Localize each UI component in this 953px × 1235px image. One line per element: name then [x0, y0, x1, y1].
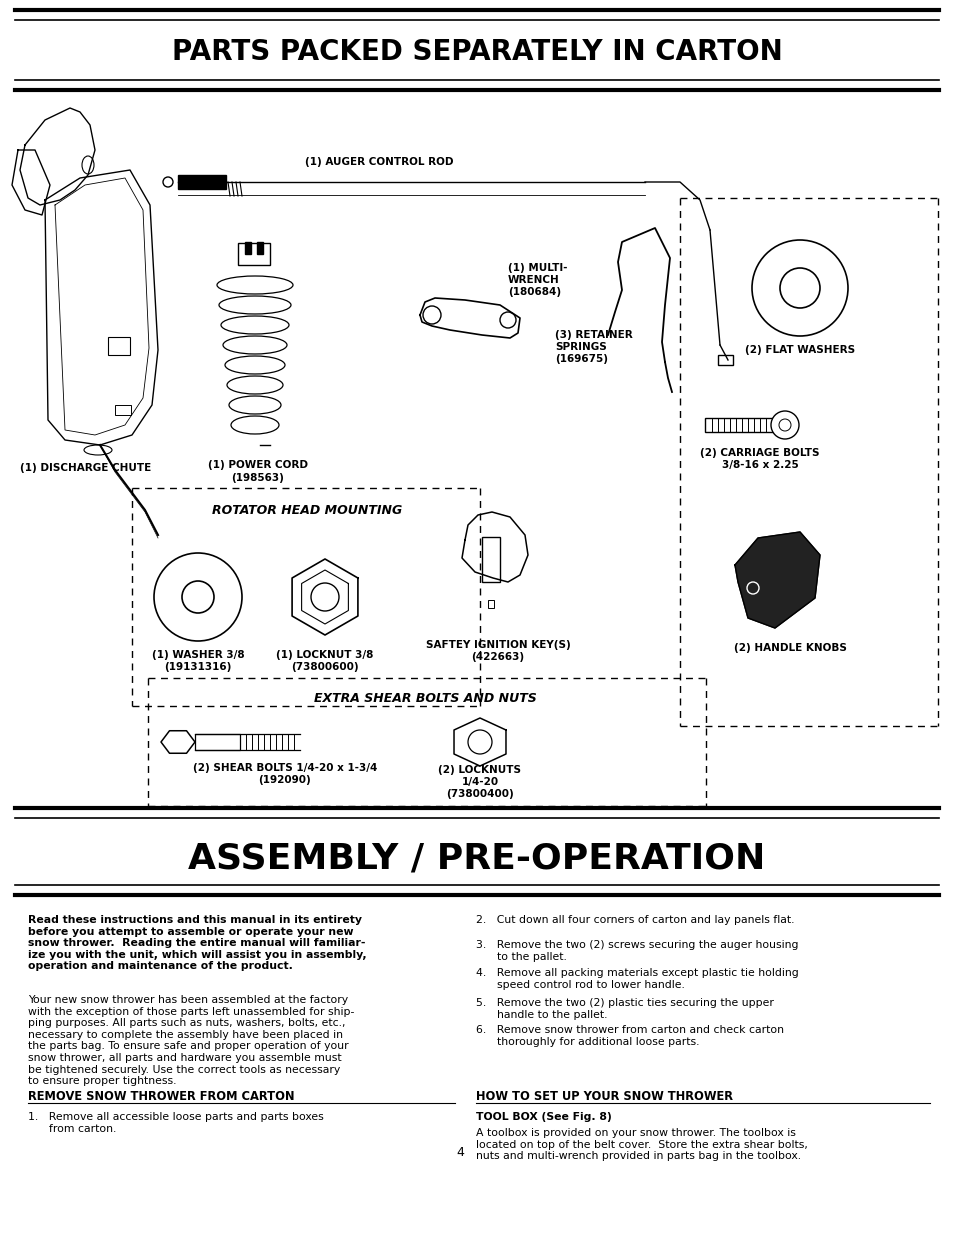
Text: 4.   Remove all packing materials except plastic tie holding
      speed control: 4. Remove all packing materials except p… [476, 968, 798, 989]
Text: (19131316): (19131316) [164, 662, 232, 672]
Ellipse shape [84, 445, 112, 454]
Polygon shape [454, 718, 505, 766]
Text: (73800600): (73800600) [291, 662, 358, 672]
Text: (1) LOCKNUT 3/8: (1) LOCKNUT 3/8 [276, 650, 374, 659]
Circle shape [780, 268, 820, 308]
Text: (1) POWER CORD: (1) POWER CORD [208, 459, 308, 471]
Text: (169675): (169675) [555, 354, 607, 364]
Bar [718, 354, 732, 366]
Bar [115, 405, 131, 415]
Bar [194, 734, 240, 750]
Text: (2) FLAT WASHERS: (2) FLAT WASHERS [744, 345, 854, 354]
Text: (198563): (198563) [232, 473, 284, 483]
Circle shape [746, 582, 759, 594]
Text: (2) CARRIAGE BOLTS: (2) CARRIAGE BOLTS [700, 448, 819, 458]
Bar [488, 600, 494, 608]
Text: (1) MULTI-: (1) MULTI- [507, 263, 567, 273]
Text: Read these instructions and this manual in its entirety
before you attempt to as: Read these instructions and this manual … [28, 915, 366, 972]
Ellipse shape [216, 275, 293, 294]
Text: Your new snow thrower has been assembled at the factory
with the exception of th: Your new snow thrower has been assembled… [28, 995, 354, 1087]
Text: 4: 4 [456, 1146, 463, 1158]
Ellipse shape [227, 375, 283, 394]
Circle shape [751, 240, 847, 336]
Polygon shape [161, 731, 194, 753]
Ellipse shape [229, 396, 281, 414]
Text: SPRINGS: SPRINGS [555, 342, 606, 352]
Bar [178, 175, 226, 189]
Text: SAFTEY IGNITION KEY(S): SAFTEY IGNITION KEY(S) [425, 640, 570, 650]
Text: (2) HANDLE KNOBS: (2) HANDLE KNOBS [733, 643, 845, 653]
Text: 1/4-20: 1/4-20 [461, 777, 498, 787]
Text: 3.   Remove the two (2) screws securing the auger housing
      to the pallet.: 3. Remove the two (2) screws securing th… [476, 940, 798, 962]
Bar [245, 242, 251, 254]
Text: (1) AUGER CONTROL ROD: (1) AUGER CONTROL ROD [305, 157, 453, 167]
Circle shape [499, 312, 516, 329]
Bar [237, 243, 270, 266]
Text: A toolbox is provided on your snow thrower. The toolbox is
located on top of the: A toolbox is provided on your snow throw… [476, 1128, 807, 1161]
Ellipse shape [221, 316, 289, 333]
Text: 1.   Remove all accessible loose parts and parts boxes
      from carton.: 1. Remove all accessible loose parts and… [28, 1112, 323, 1134]
Text: PARTS PACKED SEPARATELY IN CARTON: PARTS PACKED SEPARATELY IN CARTON [172, 38, 781, 65]
Text: (2) SHEAR BOLTS 1/4-20 x 1-3/4: (2) SHEAR BOLTS 1/4-20 x 1-3/4 [193, 763, 376, 773]
Polygon shape [292, 559, 357, 635]
Ellipse shape [231, 416, 278, 433]
Text: (1) DISCHARGE CHUTE: (1) DISCHARGE CHUTE [20, 463, 152, 473]
Bar [704, 417, 774, 432]
Circle shape [163, 177, 172, 186]
Ellipse shape [223, 336, 287, 354]
Text: 6.   Remove snow thrower from carton and check carton
      thoroughly for addit: 6. Remove snow thrower from carton and c… [476, 1025, 783, 1046]
Text: 5.   Remove the two (2) plastic ties securing the upper
      handle to the pall: 5. Remove the two (2) plastic ties secur… [476, 998, 773, 1020]
Circle shape [311, 583, 338, 611]
Text: (73800400): (73800400) [446, 789, 514, 799]
Circle shape [153, 553, 242, 641]
Text: (2) LOCKNUTS: (2) LOCKNUTS [438, 764, 521, 776]
Text: REMOVE SNOW THROWER FROM CARTON: REMOVE SNOW THROWER FROM CARTON [28, 1091, 294, 1103]
Text: (1) WASHER 3/8: (1) WASHER 3/8 [152, 650, 244, 659]
Ellipse shape [82, 156, 94, 174]
Circle shape [468, 730, 492, 755]
Bar [481, 537, 499, 582]
Text: HOW TO SET UP YOUR SNOW THROWER: HOW TO SET UP YOUR SNOW THROWER [476, 1091, 732, 1103]
Text: TOOL BOX (See Fig. 8): TOOL BOX (See Fig. 8) [476, 1112, 611, 1123]
Polygon shape [419, 298, 519, 338]
Text: (422663): (422663) [471, 652, 524, 662]
Ellipse shape [219, 296, 291, 314]
Circle shape [182, 580, 213, 613]
Text: (3) RETAINER: (3) RETAINER [555, 330, 632, 340]
Circle shape [779, 419, 790, 431]
Circle shape [422, 306, 440, 324]
Text: 3/8-16 x 2.25: 3/8-16 x 2.25 [720, 459, 798, 471]
Text: ASSEMBLY / PRE-OPERATION: ASSEMBLY / PRE-OPERATION [188, 841, 765, 876]
Bar [256, 242, 263, 254]
Text: WRENCH: WRENCH [507, 275, 559, 285]
Text: EXTRA SHEAR BOLTS AND NUTS: EXTRA SHEAR BOLTS AND NUTS [314, 692, 536, 704]
Polygon shape [734, 532, 820, 629]
Polygon shape [461, 513, 527, 582]
Text: (180684): (180684) [507, 287, 560, 296]
Text: ROTATOR HEAD MOUNTING: ROTATOR HEAD MOUNTING [212, 504, 402, 516]
Circle shape [770, 411, 799, 438]
Ellipse shape [225, 356, 285, 374]
Text: (192090): (192090) [258, 776, 311, 785]
Bar [108, 337, 130, 354]
Text: 2.   Cut down all four corners of carton and lay panels flat.: 2. Cut down all four corners of carton a… [476, 915, 794, 925]
